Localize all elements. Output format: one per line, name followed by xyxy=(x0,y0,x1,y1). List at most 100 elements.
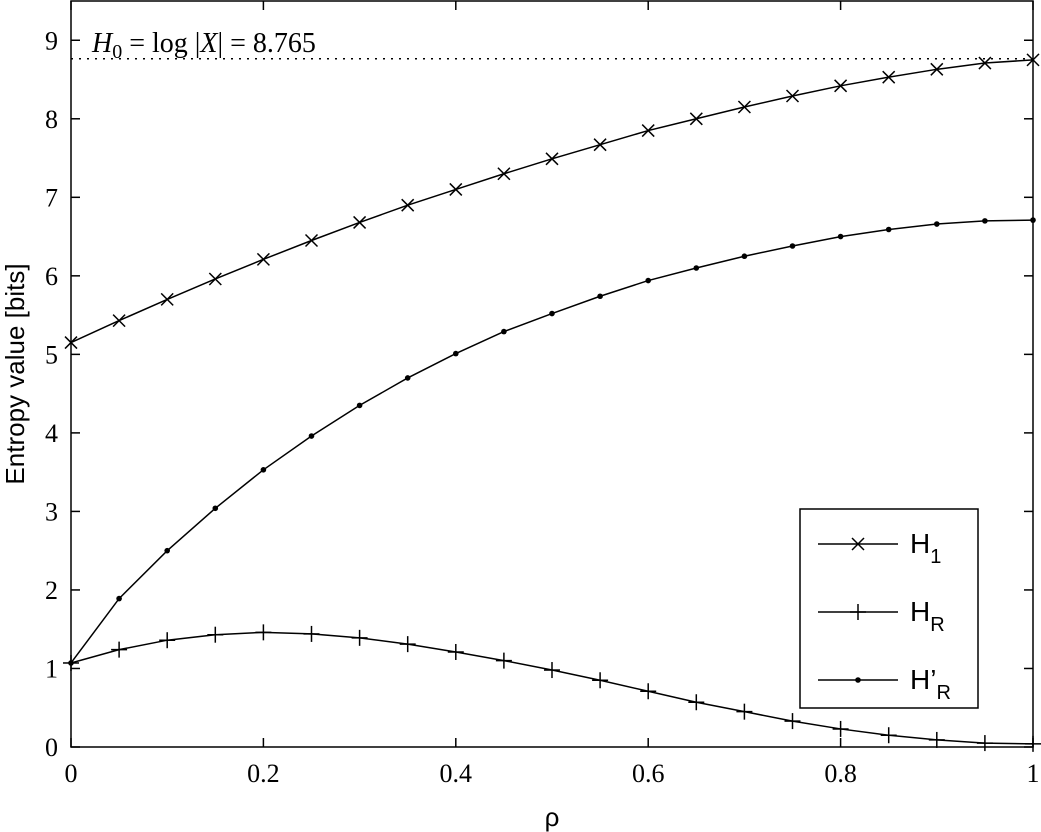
y-tick-label-6: 6 xyxy=(45,262,58,291)
x-tick-label-5: 1 xyxy=(1027,759,1040,788)
point-hr-6 xyxy=(351,629,368,646)
point-hr-7 xyxy=(399,636,416,653)
legend: H1 HR H’R xyxy=(799,508,979,709)
point-h1-15 xyxy=(785,89,800,103)
series-layer xyxy=(63,53,1041,752)
h0-eq2: | = 8.765 xyxy=(218,28,316,59)
point-h1-16 xyxy=(834,79,848,93)
h0-symbol: H xyxy=(91,28,114,59)
point-hr-17 xyxy=(880,727,897,744)
point-hr-9 xyxy=(495,652,512,669)
point-h1-14 xyxy=(737,100,751,114)
point-h1-3 xyxy=(208,272,222,286)
h0-subscript: 0 xyxy=(112,41,122,63)
point-h1-10 xyxy=(545,152,559,166)
legend-label-hr: HR xyxy=(910,596,945,636)
series-h1 xyxy=(64,53,1040,350)
legend-item-hr-prime: H’R xyxy=(818,664,951,704)
point-hr-3 xyxy=(207,626,224,643)
point-hr-16 xyxy=(832,720,849,737)
point-hr-11 xyxy=(592,672,609,689)
point-hr-1 xyxy=(111,641,128,658)
series-hr xyxy=(63,624,1041,752)
point-hr-prime-3 xyxy=(212,505,219,512)
point-h1-8 xyxy=(449,182,463,196)
point-hr-prime-9 xyxy=(501,328,507,335)
h0-var: X xyxy=(199,28,218,59)
point-h1-19 xyxy=(978,56,992,70)
y-tick-label-4: 4 xyxy=(45,419,58,448)
y-tick-label-2: 2 xyxy=(45,576,58,605)
point-hr-prime-19 xyxy=(982,218,988,224)
point-h1-18 xyxy=(930,62,944,76)
point-hr-prime-2 xyxy=(164,547,170,554)
point-hr-4 xyxy=(255,624,272,641)
series-hr-prime xyxy=(68,217,1036,666)
point-hr-prime-14 xyxy=(741,253,748,260)
y-tick-label-1: 1 xyxy=(45,654,58,683)
legend-item-hr: HR xyxy=(818,596,945,636)
point-hr-prime-13 xyxy=(693,265,700,271)
point-h1-13 xyxy=(689,112,703,126)
legend-marker-hr-prime xyxy=(855,677,861,683)
y-tick-label-3: 3 xyxy=(45,497,58,526)
point-hr-19 xyxy=(976,735,993,752)
point-hr-prime-20 xyxy=(1030,217,1036,223)
legend-label-hr-prime: H’R xyxy=(910,664,951,704)
legend-item-h1: H1 xyxy=(818,528,941,568)
point-hr-prime-6 xyxy=(356,402,363,409)
point-hr-15 xyxy=(784,713,801,730)
h0-annotation: H0 = log |X| = 8.765 xyxy=(91,28,316,63)
point-hr-12 xyxy=(640,683,657,700)
plot-frame xyxy=(70,0,1034,748)
point-hr-prime-11 xyxy=(597,293,603,300)
x-tick-label-2: 0.4 xyxy=(440,759,473,788)
point-h1-9 xyxy=(497,167,511,181)
legend-label-h1: H1 xyxy=(910,528,941,568)
x-tick-label-0: 0 xyxy=(65,759,78,788)
point-h1-1 xyxy=(112,314,126,328)
h0-eq1: = log | xyxy=(122,28,200,59)
point-hr-20 xyxy=(1025,735,1041,752)
point-h1-17 xyxy=(882,70,896,84)
x-axis-label: ρ xyxy=(545,802,560,832)
point-hr-prime-10 xyxy=(549,310,555,317)
point-h1-20 xyxy=(1026,53,1040,67)
y-axis-label: Entropy value [bits] xyxy=(0,263,30,484)
x-tick-label-3: 0.6 xyxy=(632,759,665,788)
point-hr-13 xyxy=(688,694,705,711)
legend-box xyxy=(799,508,979,709)
point-h1-2 xyxy=(160,292,174,306)
point-hr-prime-0 xyxy=(68,660,74,666)
point-h1-0 xyxy=(64,336,78,350)
point-hr-prime-16 xyxy=(837,233,844,240)
point-h1-5 xyxy=(304,233,319,248)
point-hr-prime-8 xyxy=(453,350,459,357)
point-hr-10 xyxy=(544,662,560,679)
legend-marker-hr xyxy=(850,604,866,620)
point-hr-prime-15 xyxy=(789,243,796,249)
point-h1-7 xyxy=(401,198,415,212)
point-h1-11 xyxy=(593,138,607,152)
point-hr-prime-1 xyxy=(116,595,122,602)
point-hr-prime-12 xyxy=(645,277,651,284)
point-hr-14 xyxy=(736,703,753,720)
point-h1-6 xyxy=(353,215,367,229)
point-h1-12 xyxy=(641,124,655,138)
point-hr-18 xyxy=(928,731,945,748)
y-tick-label-8: 8 xyxy=(45,105,58,134)
series-line-h1 xyxy=(70,59,1034,344)
point-hr-8 xyxy=(447,643,464,660)
y-tick-label-9: 9 xyxy=(45,26,58,55)
x-tick-label-4: 0.8 xyxy=(824,759,857,788)
legend-marker-h1 xyxy=(851,537,865,551)
point-hr-prime-5 xyxy=(308,433,315,439)
y-tick-labels: 0 1 2 3 4 5 6 7 8 9 xyxy=(45,26,58,762)
point-hr-prime-17 xyxy=(885,226,892,233)
y-tick-label-5: 5 xyxy=(45,340,58,369)
y-tick-label-0: 0 xyxy=(45,733,58,762)
point-hr-prime-18 xyxy=(934,221,940,227)
point-hr-2 xyxy=(159,632,176,649)
y-tick-label-7: 7 xyxy=(45,183,58,212)
